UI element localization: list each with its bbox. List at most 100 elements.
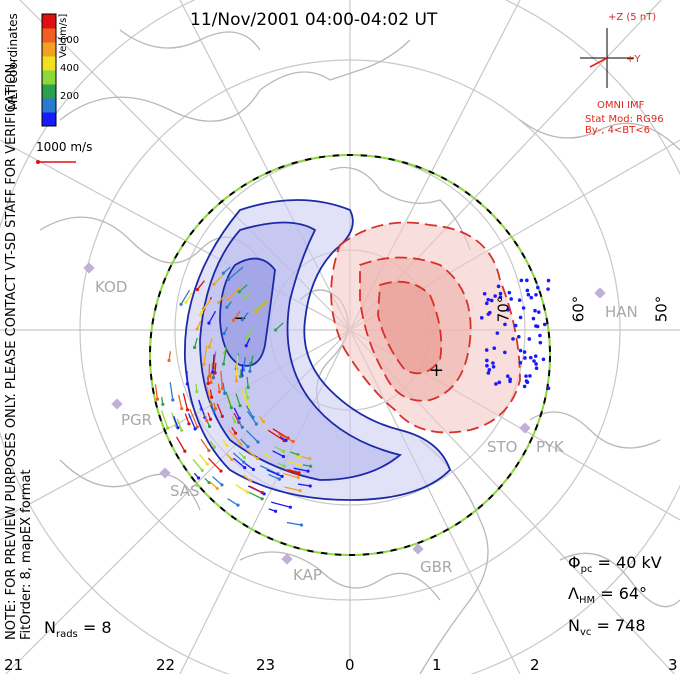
velocity-vector (297, 483, 311, 487)
velocity-vector-origin (196, 476, 201, 480)
velocity-vector (272, 450, 284, 458)
velocity-vector-origin (479, 316, 484, 320)
velocity-vector-origin (234, 372, 238, 376)
velocity-vector (212, 476, 223, 486)
velocity-vector (228, 286, 242, 300)
velocity-vector-origin (532, 359, 536, 363)
velocity-vector (255, 301, 266, 311)
mlt-label: 23 (256, 656, 276, 674)
station-label: HAN (605, 303, 638, 321)
velocity-vector-origin (546, 278, 551, 283)
velocity-vector (255, 299, 270, 313)
velocity-vector (268, 473, 280, 480)
velocity-vector-origin (497, 380, 502, 385)
velocity-vector-origin (179, 302, 183, 306)
velocity-vector (212, 354, 215, 373)
velocity-vector-origin (308, 484, 312, 488)
velocity-vector (203, 345, 208, 365)
velocity-vector-origin (222, 331, 226, 336)
velocity-vector-origin (171, 398, 175, 402)
colorbar-frame (41, 13, 57, 127)
velocity-vector-origin (533, 308, 537, 313)
velocity-vector-origin (237, 416, 241, 420)
colorbar-segment (42, 84, 56, 99)
velocity-vector (244, 448, 259, 460)
colorbar-segment (42, 28, 56, 43)
imf-scale: +Z (5 nT) (608, 12, 657, 23)
velocity-vector (244, 462, 254, 470)
velocity-vector (200, 438, 210, 451)
velocity-vector-origin (220, 483, 224, 487)
imf-y-label: +Y (626, 54, 641, 65)
velocity-vector-origin (491, 361, 495, 365)
velocity-vector-origin (256, 440, 260, 444)
colorbar-segment (42, 42, 56, 57)
mlt-label: 21 (4, 656, 24, 674)
velocity-vector-origin (211, 370, 215, 374)
colorbar-tick: 600 (60, 35, 80, 46)
velocity-vector (209, 400, 215, 412)
velocity-vector (286, 469, 299, 475)
velocity-vector-origin (205, 462, 209, 466)
velocity-vector-origin (505, 374, 510, 378)
velocity-vector (207, 457, 222, 472)
velocity-vector (241, 388, 250, 408)
velocity-vector-origin (513, 323, 518, 328)
velocity-vector-origin (486, 371, 491, 375)
velocity-vector-origin (298, 455, 302, 459)
velocity-vector-origin (297, 471, 301, 475)
velocity-vector-origin (267, 454, 271, 459)
velocity-vector-origin (207, 424, 212, 429)
velocity-vector-origin (208, 417, 213, 421)
preview-note: NOTE: FOR PREVIEW PURPOSES ONLY. PLEASE … (4, 60, 34, 640)
n-rads-stat: Nrads = 8 (44, 618, 112, 641)
velocity-vector-origin (298, 489, 302, 493)
mlt-label: 22 (156, 656, 176, 674)
velocity-vector-origin (221, 271, 225, 275)
vector-key-label: 1000 m/s (36, 140, 93, 154)
velocity-vector-origin (195, 327, 199, 331)
velocity-vector (241, 364, 244, 376)
velocity-vector-origin (528, 355, 533, 360)
velocity-vector (176, 418, 183, 431)
velocity-vector-origin (518, 348, 523, 353)
velocity-vector-origin (161, 402, 165, 406)
velocity-vector-origin (212, 409, 216, 414)
velocity-vector (214, 362, 217, 374)
velocity-vector-origin (239, 442, 243, 446)
velocity-vector (188, 413, 196, 430)
lat-label: 50° (652, 295, 671, 323)
velocity-vector-origin (200, 468, 204, 472)
velocity-vector-origin (185, 382, 189, 386)
velocity-vector-origin (492, 346, 497, 351)
velocity-vector-origin (220, 386, 224, 390)
negative-cell-inner (219, 257, 276, 367)
velocity-vector-origin (273, 509, 278, 513)
velocity-vector-origin (219, 469, 223, 473)
velocity-vectors (154, 266, 551, 527)
velocity-vector (275, 322, 284, 331)
velocity-vector-origin (280, 474, 284, 478)
velocity-vector-origin (498, 295, 503, 299)
velocity-vector-origin (180, 407, 184, 411)
velocity-vector-origin (485, 358, 489, 363)
velocity-vector (189, 408, 198, 428)
velocity-vector-origin (231, 318, 236, 322)
velocity-vector-origin (529, 295, 534, 300)
velocity-vector (182, 393, 189, 410)
velocity-vector-origin (207, 374, 211, 378)
fit-order-note: FitOrder: 8, mapEX format (19, 469, 34, 640)
velocity-vector-origin (209, 380, 213, 385)
velocity-vector-origin (531, 316, 536, 321)
velocity-vector-origin (202, 362, 206, 366)
velocity-vector-origin (525, 278, 529, 283)
mlt-label: 1 (432, 656, 442, 674)
velocity-vector (184, 413, 190, 425)
velocity-vector-origin (217, 390, 222, 394)
velocity-vector-origin (155, 397, 160, 401)
velocity-vector-origin (521, 306, 526, 310)
velocity-vector-origin (503, 322, 507, 327)
velocity-vector-origin (210, 395, 214, 399)
velocity-vector-origin (509, 297, 513, 301)
